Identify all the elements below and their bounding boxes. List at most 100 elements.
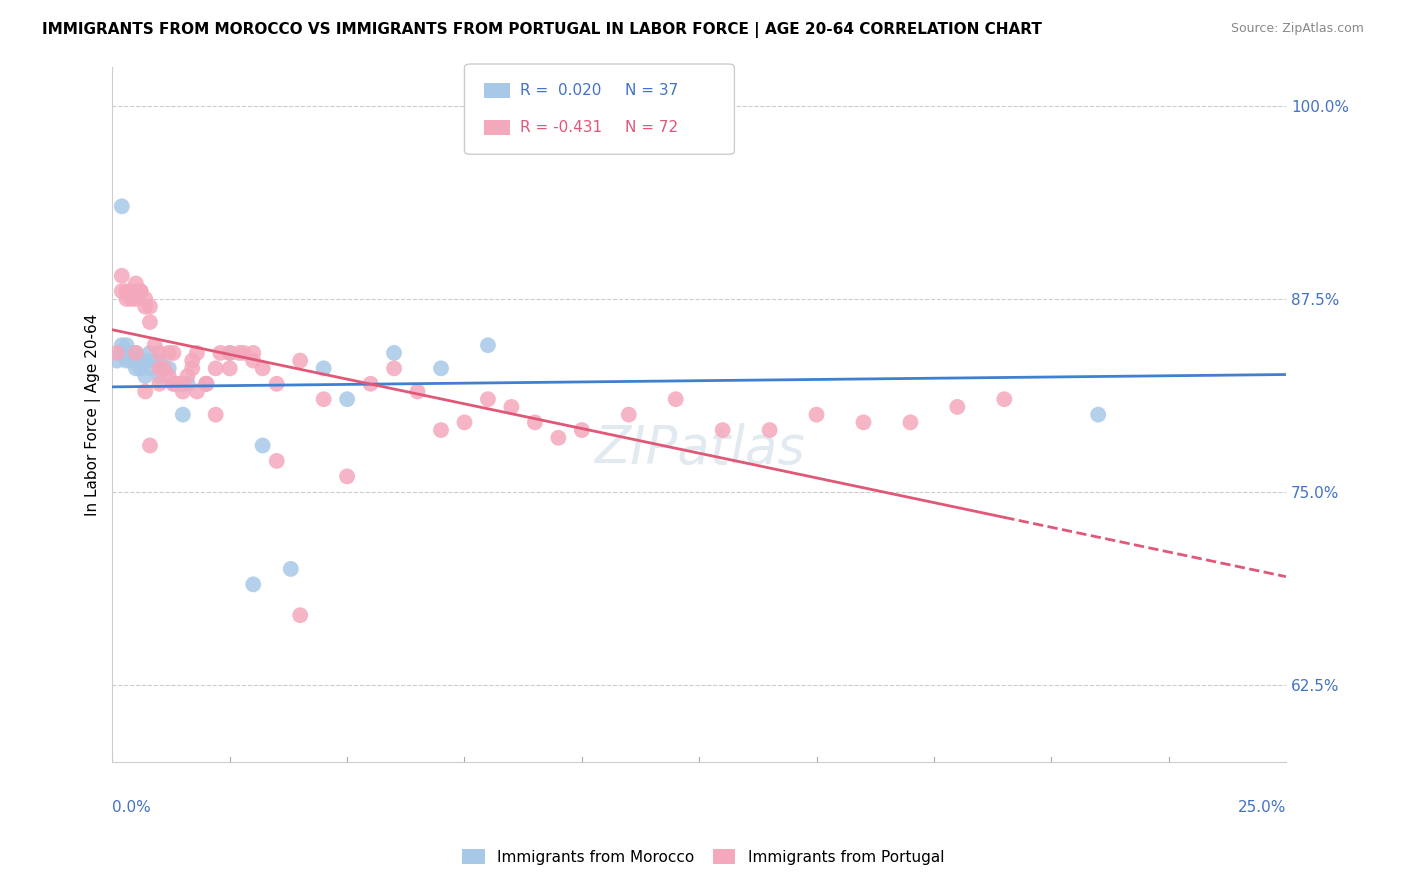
Point <box>204 408 226 422</box>
Point <box>105 346 128 360</box>
Point <box>120 284 142 298</box>
Point <box>852 415 875 429</box>
Point <box>134 369 156 384</box>
Point <box>312 392 335 407</box>
Point <box>195 376 218 391</box>
Point <box>139 300 162 314</box>
Point <box>252 361 274 376</box>
Point <box>139 315 162 329</box>
Point <box>120 292 142 306</box>
Point <box>430 423 453 437</box>
Point <box>252 438 274 452</box>
Point <box>1087 408 1109 422</box>
Point <box>139 346 162 360</box>
Point <box>111 346 134 360</box>
Point <box>134 384 156 399</box>
Point <box>162 346 184 360</box>
Point <box>143 338 166 352</box>
Point <box>172 376 194 391</box>
Point <box>209 346 232 360</box>
Point <box>195 376 218 391</box>
Point <box>125 346 148 360</box>
Point <box>186 384 208 399</box>
Point <box>115 346 138 360</box>
Point <box>143 353 166 368</box>
Point <box>120 346 142 360</box>
Point <box>134 353 156 368</box>
Point <box>430 361 453 376</box>
Point <box>139 361 162 376</box>
FancyBboxPatch shape <box>485 83 510 98</box>
Text: ZIPatlas: ZIPatlas <box>593 424 804 475</box>
Point <box>181 353 204 368</box>
Text: N = 72: N = 72 <box>626 120 678 135</box>
Text: Source: ZipAtlas.com: Source: ZipAtlas.com <box>1230 22 1364 36</box>
Point <box>218 346 240 360</box>
Point <box>711 423 734 437</box>
Point <box>115 338 138 352</box>
Point <box>125 353 148 368</box>
Point <box>477 338 499 352</box>
Point <box>111 268 134 283</box>
Point <box>134 300 156 314</box>
Point <box>617 408 640 422</box>
Point <box>523 415 546 429</box>
Point <box>129 353 152 368</box>
Point <box>129 284 152 298</box>
Point <box>186 346 208 360</box>
Point <box>288 353 311 368</box>
Text: N = 37: N = 37 <box>626 83 679 98</box>
Y-axis label: In Labor Force | Age 20-64: In Labor Force | Age 20-64 <box>86 313 101 516</box>
Text: R =  0.020: R = 0.020 <box>520 83 600 98</box>
Point <box>501 400 523 414</box>
Point <box>111 284 134 298</box>
Point <box>162 376 184 391</box>
Point <box>105 353 128 368</box>
Point <box>134 292 156 306</box>
Point <box>547 431 569 445</box>
Point <box>280 562 302 576</box>
Point <box>148 361 170 376</box>
Text: IMMIGRANTS FROM MOROCCO VS IMMIGRANTS FROM PORTUGAL IN LABOR FORCE | AGE 20-64 C: IMMIGRANTS FROM MOROCCO VS IMMIGRANTS FR… <box>42 22 1042 38</box>
Point <box>176 369 198 384</box>
Point <box>148 376 170 391</box>
Point <box>242 353 264 368</box>
Point <box>115 353 138 368</box>
Point <box>336 392 359 407</box>
Point <box>665 392 688 407</box>
Point <box>139 438 162 452</box>
Point <box>993 392 1015 407</box>
Point <box>129 361 152 376</box>
Point <box>360 376 382 391</box>
Point <box>242 577 264 591</box>
Point <box>172 384 194 399</box>
Point <box>204 361 226 376</box>
Point <box>312 361 335 376</box>
Point <box>125 361 148 376</box>
Text: R = -0.431: R = -0.431 <box>520 120 602 135</box>
Point <box>900 415 922 429</box>
Point <box>125 277 148 291</box>
Point <box>115 292 138 306</box>
Point <box>477 392 499 407</box>
Point <box>382 361 405 376</box>
Point <box>148 353 170 368</box>
Point <box>172 408 194 422</box>
Point <box>125 292 148 306</box>
Point <box>232 346 254 360</box>
Point <box>758 423 780 437</box>
Point <box>111 199 134 213</box>
Point <box>157 369 180 384</box>
Point <box>571 423 593 437</box>
Point <box>946 400 969 414</box>
Point <box>157 346 180 360</box>
Legend: Immigrants from Morocco, Immigrants from Portugal: Immigrants from Morocco, Immigrants from… <box>456 843 950 871</box>
Point <box>181 361 204 376</box>
Point <box>148 369 170 384</box>
Point <box>125 346 148 360</box>
Point <box>115 284 138 298</box>
Point <box>129 284 152 298</box>
Point <box>266 454 288 468</box>
Point <box>162 376 184 391</box>
Point <box>218 346 240 360</box>
